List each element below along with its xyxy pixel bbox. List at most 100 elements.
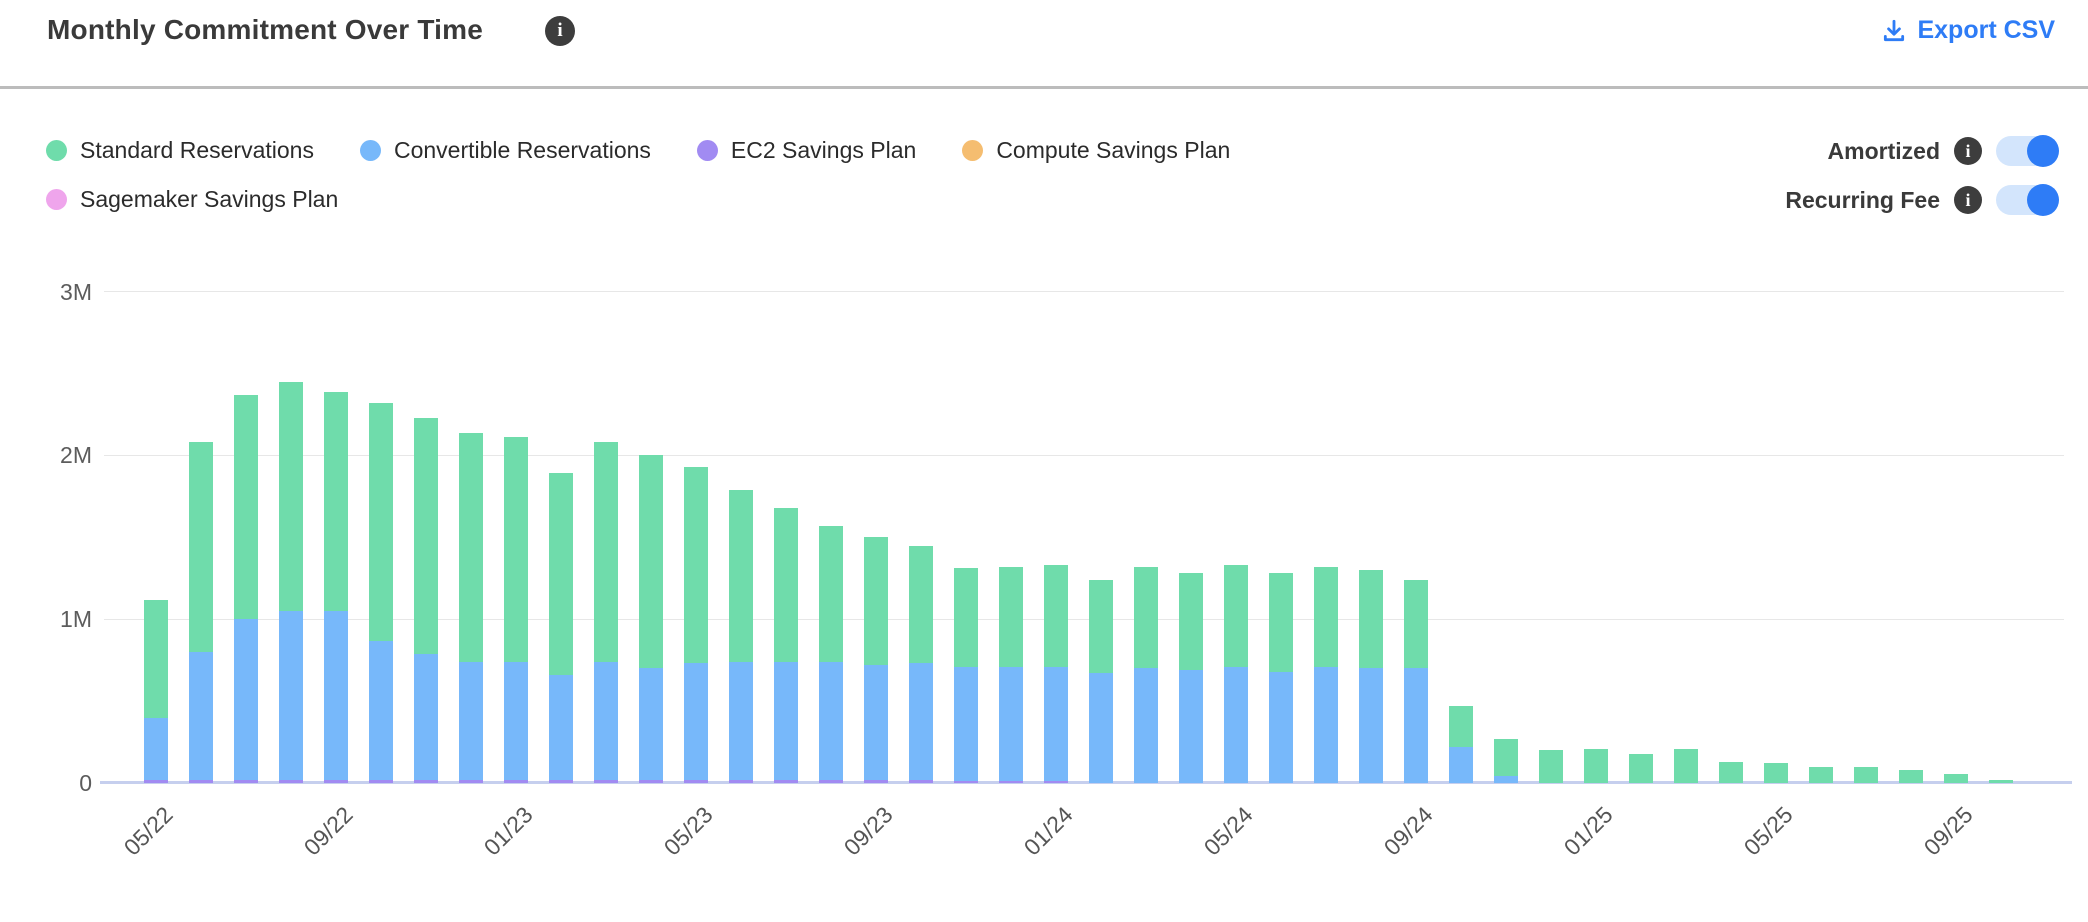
bar-03/23[interactable] — [594, 442, 618, 783]
bar-09/25[interactable] — [1944, 774, 1968, 783]
export-csv-button[interactable]: Export CSV — [1881, 16, 2055, 45]
bar-01/23[interactable] — [504, 437, 528, 783]
bar-01/24[interactable] — [1044, 565, 1068, 783]
x-axis-tick-09/24: 09/24 — [1378, 801, 1438, 861]
bar-06/25[interactable] — [1809, 766, 1833, 783]
bar-03/25[interactable] — [1674, 748, 1698, 783]
x-axis-tick-05/24: 05/24 — [1198, 801, 1258, 861]
legend-item-sagemaker-savings-plan[interactable]: Sagemaker Savings Plan — [46, 186, 338, 213]
bar-08/24[interactable] — [1359, 570, 1383, 783]
segment-convertible-reservations — [1314, 666, 1338, 783]
download-icon — [1881, 18, 1907, 44]
x-axis-tick-05/25: 05/25 — [1738, 801, 1798, 861]
y-axis-tick-0: 0 — [79, 770, 92, 796]
bar-10/25[interactable] — [1989, 779, 2013, 783]
segment-convertible-reservations — [414, 653, 438, 780]
segment-convertible-reservations — [1269, 671, 1293, 783]
bar-08/25[interactable] — [1899, 769, 1923, 783]
bar-06/24[interactable] — [1269, 573, 1293, 783]
y-axis-tick-3M: 3M — [60, 278, 92, 305]
segment-convertible-reservations — [864, 665, 888, 780]
bar-05/25[interactable] — [1764, 763, 1788, 783]
info-icon[interactable]: i — [1954, 186, 1982, 214]
gridline-3M — [104, 291, 2064, 293]
segment-standard-reservations — [909, 545, 933, 664]
bar-02/25[interactable] — [1629, 753, 1653, 783]
recurring-fee-switch[interactable] — [1996, 184, 2059, 216]
gridline-1M — [104, 618, 2064, 620]
segment-standard-reservations — [504, 437, 528, 662]
bar-08/22[interactable] — [279, 381, 303, 783]
segment-convertible-reservations — [1359, 668, 1383, 783]
bar-11/23[interactable] — [954, 568, 978, 783]
title-info-icon[interactable]: i — [545, 16, 575, 46]
segment-convertible-reservations — [999, 666, 1023, 782]
gridline-2M — [104, 454, 2064, 456]
legend-item-convertible-reservations[interactable]: Convertible Reservations — [359, 137, 651, 164]
y-axis-tick-2M: 2M — [60, 442, 92, 469]
bar-05/22[interactable] — [144, 599, 168, 783]
bar-11/24[interactable] — [1494, 738, 1518, 783]
segment-convertible-reservations — [1404, 668, 1428, 783]
bar-09/24[interactable] — [1404, 579, 1428, 783]
segment-standard-reservations — [1629, 753, 1653, 783]
segment-standard-reservations — [414, 417, 438, 654]
bar-10/22[interactable] — [369, 403, 393, 783]
segment-convertible-reservations — [909, 663, 933, 780]
bar-02/24[interactable] — [1089, 579, 1113, 783]
legend-dot — [696, 140, 718, 161]
bar-11/22[interactable] — [414, 417, 438, 783]
x-axis-tick-01/25: 01/25 — [1558, 801, 1618, 861]
segment-ec2-savings-plan — [774, 779, 798, 783]
segment-standard-reservations — [1674, 748, 1698, 783]
bar-05/24[interactable] — [1224, 565, 1248, 783]
segment-standard-reservations — [954, 568, 978, 667]
legend-item-standard-reservations[interactable]: Standard Reservations — [46, 137, 314, 164]
segment-convertible-reservations — [1449, 746, 1473, 783]
segment-convertible-reservations — [189, 651, 213, 780]
bar-12/22[interactable] — [459, 432, 483, 783]
segment-convertible-reservations — [684, 663, 708, 780]
bar-06/22[interactable] — [189, 442, 213, 783]
legend-label: EC2 Savings Plan — [730, 137, 917, 163]
bar-04/24[interactable] — [1179, 573, 1203, 783]
segment-standard-reservations — [369, 403, 393, 641]
bar-06/23[interactable] — [729, 489, 753, 783]
bar-07/22[interactable] — [234, 394, 258, 783]
legend-dot — [46, 189, 67, 210]
bar-01/25[interactable] — [1584, 748, 1608, 783]
info-icon[interactable]: i — [1954, 137, 1982, 165]
segment-convertible-reservations — [594, 661, 618, 780]
bar-02/23[interactable] — [549, 473, 573, 783]
chart-legend-row-2: Sagemaker Savings Plan — [46, 186, 338, 213]
bar-12/24[interactable] — [1539, 750, 1563, 783]
bar-08/23[interactable] — [819, 525, 843, 783]
bar-04/25[interactable] — [1719, 761, 1743, 783]
bar-09/23[interactable] — [864, 537, 888, 783]
bar-09/22[interactable] — [324, 391, 348, 783]
bar-07/25[interactable] — [1854, 766, 1878, 783]
segment-standard-reservations — [999, 566, 1023, 667]
segment-ec2-savings-plan — [909, 779, 933, 783]
x-axis-line — [100, 781, 2072, 784]
segment-standard-reservations — [1224, 565, 1248, 667]
bar-07/23[interactable] — [774, 507, 798, 783]
segment-ec2-savings-plan — [504, 779, 528, 783]
bar-07/24[interactable] — [1314, 566, 1338, 783]
segment-convertible-reservations — [954, 666, 978, 782]
segment-ec2-savings-plan — [549, 779, 573, 783]
bar-10/24[interactable] — [1449, 706, 1473, 783]
segment-ec2-savings-plan — [1044, 781, 1068, 783]
segment-ec2-savings-plan — [234, 779, 258, 783]
bar-10/23[interactable] — [909, 545, 933, 783]
bar-04/23[interactable] — [639, 455, 663, 783]
bar-12/23[interactable] — [999, 566, 1023, 783]
legend-item-ec2-savings-plan[interactable]: EC2 Savings Plan — [696, 137, 917, 164]
bar-03/24[interactable] — [1134, 566, 1158, 783]
header-divider — [0, 86, 2088, 89]
legend-item-compute-savings-plan[interactable]: Compute Savings Plan — [962, 137, 1230, 164]
amortized-switch[interactable] — [1996, 135, 2059, 167]
bar-05/23[interactable] — [684, 466, 708, 783]
segment-standard-reservations — [549, 473, 573, 675]
segment-standard-reservations — [639, 455, 663, 669]
